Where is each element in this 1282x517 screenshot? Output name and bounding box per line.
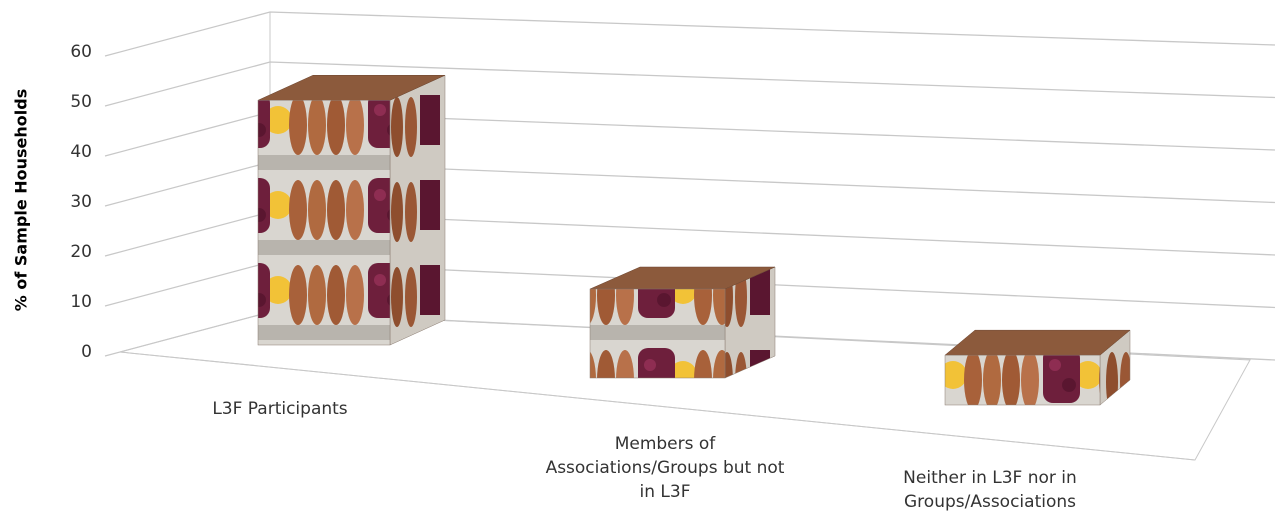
y-axis-title: % of Sample Households — [12, 89, 31, 311]
bar-front — [589, 288, 726, 379]
y-tick-label: 10 — [70, 292, 92, 312]
grid-line — [104, 11, 1276, 57]
y-tick-label: 50 — [70, 92, 92, 112]
bar-front — [257, 100, 391, 346]
y-tick-label: 30 — [70, 192, 92, 212]
bar-top — [944, 329, 1131, 356]
x-tick-label: Neither in L3F nor in Groups/Association… — [903, 468, 1077, 512]
y-tick-label: 40 — [70, 142, 92, 162]
bar — [589, 266, 776, 379]
y-tick-label: 0 — [81, 342, 92, 362]
floor-edge — [119, 351, 1196, 461]
y-tick-label: 20 — [70, 242, 92, 262]
bar — [944, 329, 1131, 406]
x-tick-label: L3F Participants — [212, 399, 348, 419]
bar — [257, 74, 446, 346]
bar-side — [389, 74, 446, 346]
y-tick-label: 60 — [70, 42, 92, 62]
bar-front — [944, 354, 1101, 406]
x-tick-label: Members of Associations/Groups but not i… — [545, 434, 785, 502]
